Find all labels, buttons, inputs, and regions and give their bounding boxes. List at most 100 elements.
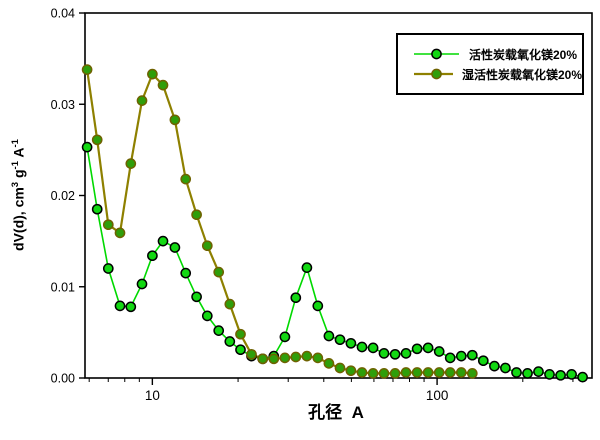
data-point-marker (378, 348, 390, 359)
data-point-marker (433, 367, 445, 378)
legend-marker (431, 68, 442, 80)
data-point-marker (157, 79, 169, 91)
data-point-marker (136, 95, 148, 106)
data-point-marker (290, 292, 302, 304)
data-point-marker (125, 158, 137, 169)
data-point-marker (323, 330, 335, 342)
data-point-marker (268, 353, 280, 365)
data-point-marker (356, 367, 368, 378)
series-line-0 (86, 146, 583, 378)
data-point-marker (114, 227, 126, 239)
x-tick-label: 100 (426, 388, 449, 403)
data-point-marker (279, 352, 291, 364)
data-point-marker (400, 367, 412, 378)
data-point-marker (511, 367, 522, 378)
series-markers-1 (81, 64, 478, 379)
data-point-marker (279, 331, 291, 343)
y-axis-label-text: g (10, 169, 27, 182)
y-axis-label-text: dV(d), cm (10, 187, 27, 251)
data-point-marker (334, 362, 346, 374)
data-point-marker (433, 346, 445, 357)
x-axis-label: 孔径 A (308, 403, 364, 422)
y-axis: 0.00 0.01 0.02 0.03 0.04 (51, 7, 85, 386)
x-axis: 10 100 (88, 378, 574, 403)
data-point-marker (102, 219, 114, 231)
y-axis-label-text: A (10, 147, 27, 161)
data-point-marker (367, 368, 379, 379)
data-point-marker (367, 342, 379, 354)
data-point-marker (533, 366, 544, 377)
data-point-marker (169, 114, 181, 126)
data-point-marker (290, 351, 302, 363)
data-point-marker (136, 278, 148, 290)
data-point-marker (422, 342, 434, 354)
data-point-marker (334, 334, 346, 346)
data-point-marker (147, 68, 158, 80)
data-point-marker (345, 365, 357, 377)
data-point-marker (466, 368, 478, 379)
y-tick-label: 0.00 (51, 372, 75, 386)
y-axis-label-superscript: -1 (10, 160, 21, 170)
data-point-marker (91, 134, 103, 146)
x-tick-label: 10 (145, 388, 160, 403)
data-point-marker (466, 349, 478, 361)
data-point-marker (147, 250, 158, 262)
data-point-marker (213, 266, 225, 278)
y-tick-label: 0.01 (51, 280, 75, 294)
data-point-marker (555, 369, 566, 381)
data-point-marker (312, 300, 324, 312)
data-point-marker (169, 242, 181, 253)
y-axis-label-superscript: 3 (10, 181, 21, 188)
data-point-marker (246, 348, 257, 360)
y-tick-label: 0.02 (51, 189, 75, 203)
data-point-marker (157, 235, 169, 247)
series-markers-0 (81, 141, 588, 383)
data-point-marker (180, 173, 192, 185)
data-point-marker (81, 64, 93, 75)
data-point-marker (201, 310, 213, 322)
data-point-marker (489, 360, 500, 372)
data-point-marker (411, 343, 423, 355)
data-point-marker (323, 358, 335, 369)
legend-item: 活性炭载氧化镁20% (413, 46, 582, 63)
data-point-marker (345, 337, 357, 349)
data-point-marker (180, 267, 192, 279)
data-point-marker (301, 262, 313, 273)
y-axis-label-superscript: -1 (10, 139, 21, 148)
data-point-marker (356, 341, 368, 353)
data-point-marker (312, 352, 324, 364)
data-point-marker (301, 350, 313, 362)
series-line-1 (86, 69, 473, 375)
data-point-marker (444, 367, 456, 378)
data-point-marker (213, 325, 225, 336)
data-point-marker (257, 353, 269, 365)
data-point-marker (444, 352, 456, 364)
data-point-marker (477, 355, 489, 367)
legend-label: 湿活性炭载氧化镁20% (461, 67, 582, 82)
legend-label: 活性炭载氧化镁20% (469, 47, 578, 62)
data-point-marker (455, 367, 467, 378)
data-point-marker (522, 368, 533, 379)
legend-marker-icon (414, 68, 453, 80)
data-point-marker (577, 371, 588, 383)
legend-marker (431, 48, 442, 60)
data-point-marker (235, 344, 246, 356)
data-point-marker (235, 328, 246, 340)
data-point-marker (81, 141, 93, 153)
data-point-marker (455, 350, 467, 362)
data-point-marker (400, 348, 412, 359)
data-point-marker (422, 367, 434, 378)
legend: 活性炭载氧化镁20% 湿活性炭载氧化镁20% (396, 33, 584, 95)
data-point-marker (91, 203, 103, 215)
data-point-marker (389, 368, 401, 379)
data-point-marker (389, 348, 401, 360)
y-axis-label: dV(d), cm3 g-1 A-1 (4, 45, 28, 345)
legend-item: 湿活性炭载氧化镁20% (413, 66, 582, 83)
data-point-marker (544, 369, 555, 380)
data-point-marker (125, 301, 137, 313)
data-point-marker (500, 362, 511, 374)
data-point-marker (102, 263, 114, 274)
data-point-marker (411, 367, 423, 378)
